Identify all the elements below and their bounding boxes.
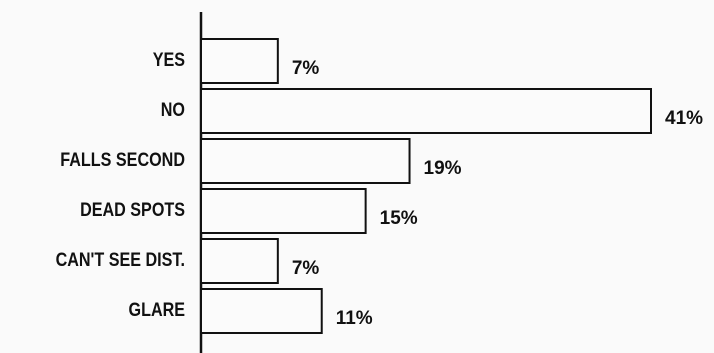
category-label: NO: [161, 99, 185, 121]
bar-2: [200, 138, 411, 184]
value-labels-group: 7% 41% 19% 15% 7% 11%: [292, 58, 703, 329]
category-label: CAN'T SEE DIST.: [56, 249, 185, 271]
category-labels-group: YES NO FALLS SECOND DEAD SPOTS CAN'T SEE DIS…: [56, 49, 186, 321]
bars-group: [200, 38, 652, 334]
category-label: DEAD SPOTS: [80, 199, 185, 221]
value-label: 15%: [380, 208, 418, 229]
bar-5: [200, 288, 323, 334]
value-label: 11%: [336, 308, 373, 329]
value-label: 19%: [424, 158, 462, 179]
value-label: 7%: [292, 58, 320, 79]
bar-1: [200, 88, 652, 134]
bar-4: [200, 238, 279, 284]
value-label: 7%: [292, 258, 320, 279]
bar-3: [200, 188, 367, 234]
category-label: YES: [153, 49, 186, 71]
category-label: GLARE: [129, 299, 186, 321]
value-label: 41%: [665, 108, 703, 129]
bar-0: [200, 38, 279, 84]
category-label: FALLS SECOND: [60, 149, 185, 171]
